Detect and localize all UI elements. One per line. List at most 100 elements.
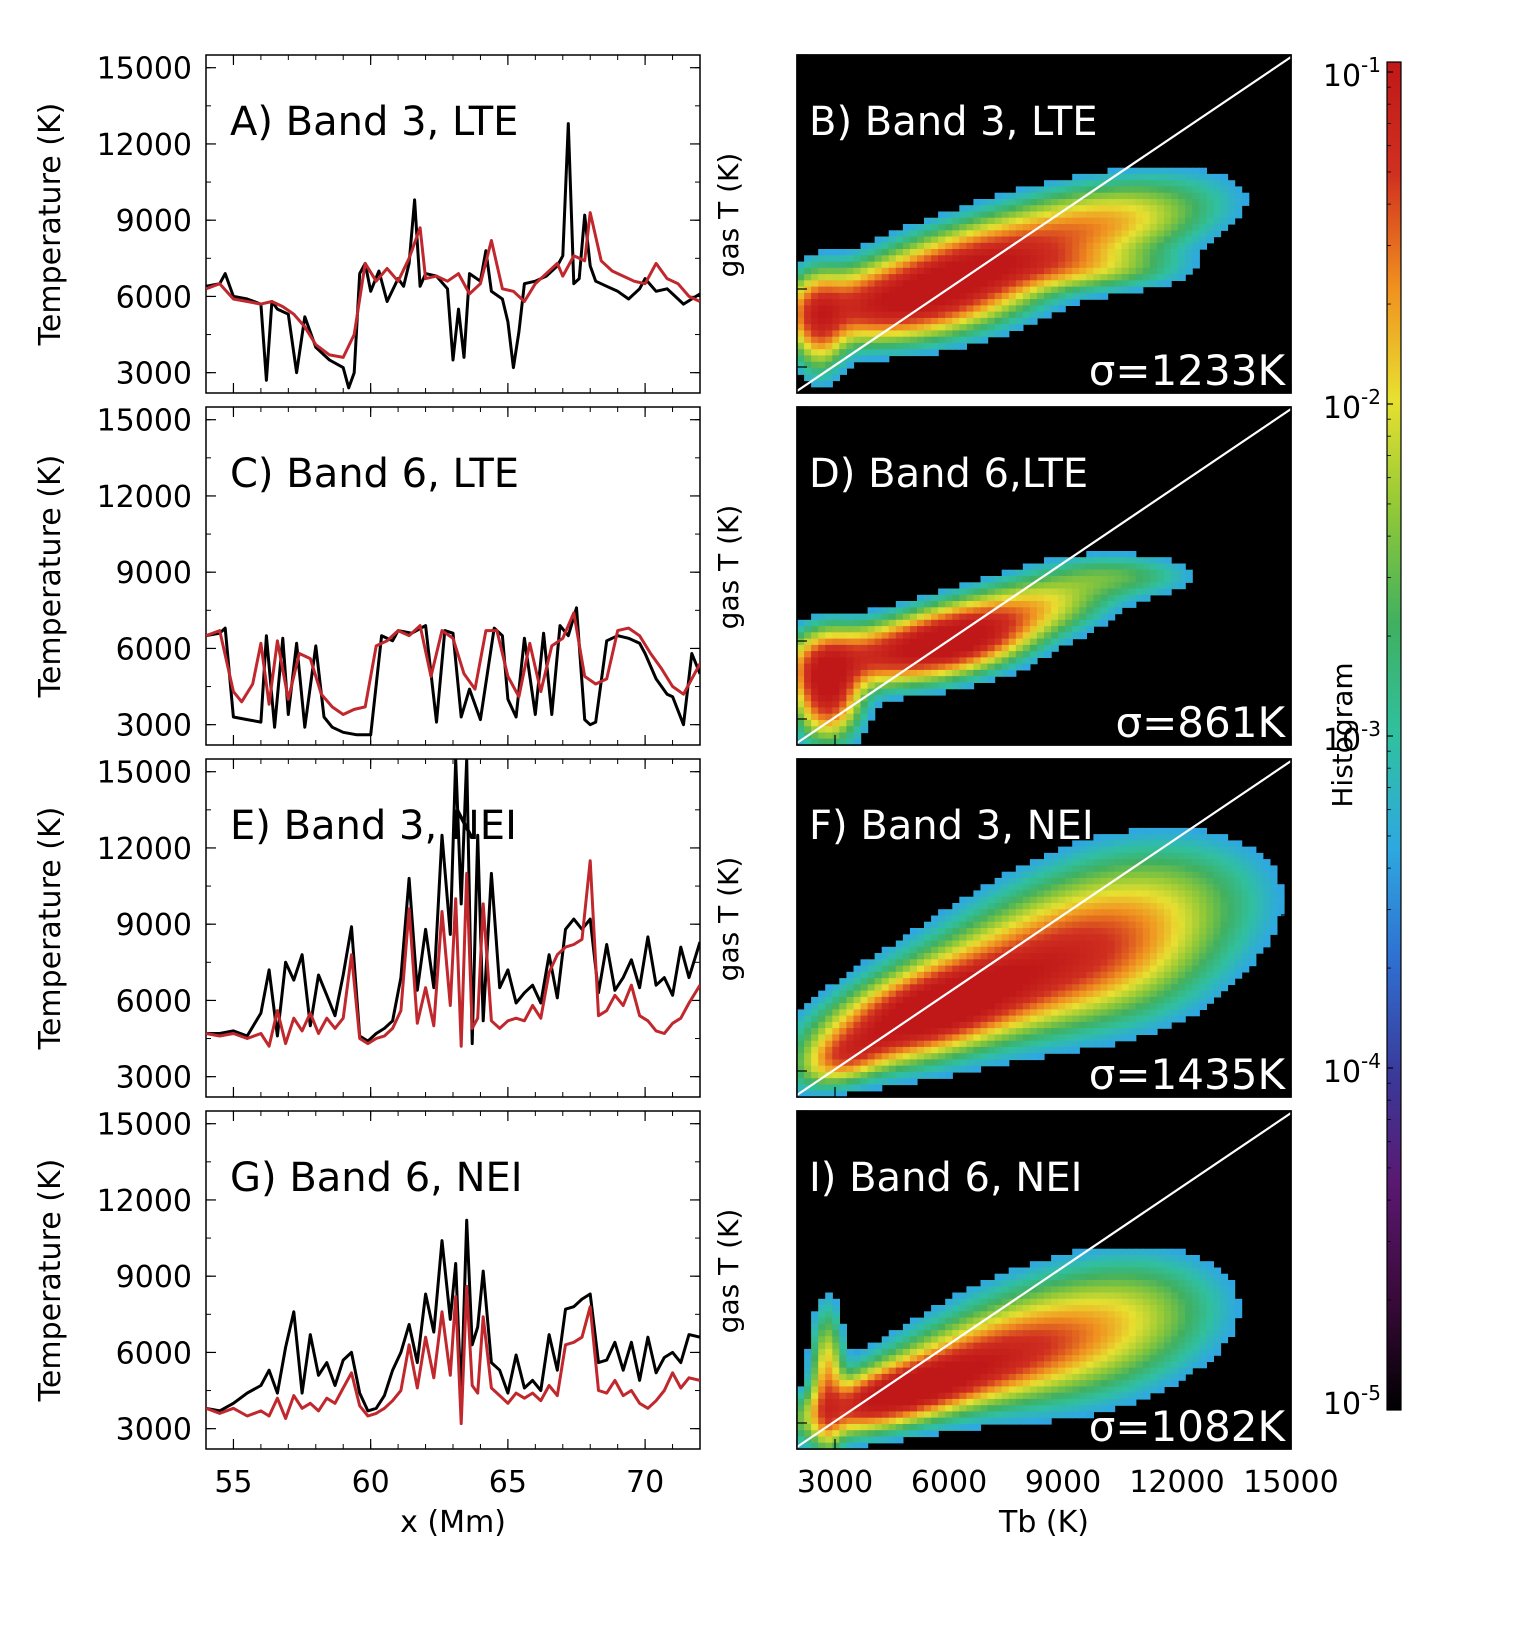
- heatmap-cell: [994, 199, 1003, 206]
- heatmap-cell: [1022, 1398, 1031, 1406]
- heatmap-cell: [1107, 274, 1116, 281]
- series-line-tb: [206, 1284, 700, 1426]
- heatmap-cell: [945, 1386, 953, 1394]
- heatmap-cell: [825, 1417, 833, 1425]
- heatmap-cell: [853, 632, 862, 640]
- heatmap-cell: [1213, 186, 1222, 194]
- heatmap-cell: [1114, 978, 1123, 985]
- heatmap-cell: [1149, 946, 1158, 954]
- heatmap-cell: [818, 626, 826, 633]
- heatmap-cell: [1121, 953, 1130, 960]
- heatmap-cell: [1086, 224, 1094, 231]
- heatmap-cell: [818, 619, 826, 627]
- heatmap-cell: [895, 305, 904, 313]
- heatmap-cell: [1255, 884, 1264, 892]
- heatmap-cell: [917, 990, 925, 998]
- heatmap-cell: [1156, 224, 1165, 231]
- heatmap-cell: [1171, 173, 1179, 181]
- heatmap-cell: [952, 324, 960, 331]
- heatmap-cell: [1058, 286, 1066, 294]
- heatmap-cell: [1044, 261, 1052, 269]
- heatmap-cell: [1206, 934, 1214, 942]
- heatmap-cell: [1058, 996, 1066, 1004]
- heatmap-cell: [1093, 582, 1102, 590]
- heatmap-cell: [839, 1430, 847, 1438]
- heatmap-cell: [924, 607, 932, 615]
- heatmap-cell: [966, 261, 975, 269]
- heatmap-cell: [797, 342, 805, 350]
- heatmap-cell: [1248, 946, 1257, 954]
- heatmap-cell: [980, 626, 989, 633]
- heatmap-cell: [1008, 1342, 1017, 1350]
- heatmap-cell: [1185, 217, 1193, 225]
- heatmap-cell: [1022, 1292, 1031, 1300]
- heatmap-cell: [1135, 557, 1144, 565]
- heatmap-cell: [1262, 928, 1271, 935]
- heatmap-cell: [832, 613, 840, 621]
- heatmap-cell: [804, 1424, 812, 1431]
- heatmap-cell: [1149, 180, 1158, 188]
- heatmap-cell: [931, 1367, 939, 1375]
- heatmap-cell: [966, 984, 975, 992]
- heatmap-cell: [1044, 1003, 1052, 1010]
- heatmap-cell: [994, 903, 1003, 910]
- heatmap-cell: [902, 996, 911, 1004]
- heatmap-cell: [1178, 224, 1186, 231]
- heatmap-cell: [917, 224, 925, 231]
- heatmap-cell: [818, 1034, 826, 1042]
- heatmap-cell: [1086, 959, 1094, 967]
- heatmap-cell: [1199, 205, 1207, 213]
- heatmap-cell: [987, 638, 996, 646]
- heatmap-cell: [1149, 274, 1158, 281]
- heatmap-cell: [860, 984, 869, 992]
- y-tick-label: 9000: [116, 1260, 192, 1295]
- heatmap-cell: [1079, 619, 1087, 627]
- heatmap-cell: [959, 909, 967, 917]
- heatmap-cell: [1001, 1292, 1010, 1300]
- heatmap-cell: [1192, 959, 1200, 967]
- heatmap-cell: [973, 1348, 982, 1356]
- heatmap-cell: [1100, 852, 1109, 860]
- heatmap-cell: [811, 1065, 819, 1073]
- heatmap-cell: [1128, 199, 1137, 206]
- heatmap-cell: [1044, 199, 1052, 206]
- heatmap-cell: [1001, 1286, 1010, 1294]
- heatmap-cell: [917, 663, 925, 671]
- heatmap-cell: [917, 255, 925, 263]
- heatmap-cell: [867, 1065, 876, 1073]
- heatmap-cell: [945, 1367, 953, 1375]
- heatmap-cell: [825, 342, 833, 350]
- heatmap-cell: [1107, 971, 1116, 979]
- heatmap-cell: [1114, 934, 1123, 942]
- heatmap-cell: [860, 726, 869, 734]
- heatmap-cell: [1051, 607, 1059, 615]
- heatmap-cell: [1079, 607, 1087, 615]
- heatmap-cell: [811, 1398, 819, 1406]
- heatmap-cell: [1248, 871, 1257, 879]
- heatmap-cell: [966, 224, 975, 231]
- heatmap-cell: [1036, 1298, 1045, 1306]
- heatmap-cell: [973, 663, 982, 671]
- heatmap-cell: [832, 732, 840, 740]
- heatmap-cell: [966, 669, 975, 677]
- heatmap-cell: [938, 607, 946, 615]
- heatmap-cell: [1029, 230, 1038, 238]
- heatmap-cell: [1036, 211, 1045, 219]
- heatmap-cell: [1114, 594, 1123, 602]
- heatmap-cell: [945, 1317, 953, 1325]
- heatmap-cell: [1107, 192, 1116, 200]
- heatmap-cell: [888, 336, 897, 344]
- heatmap-cell: [994, 236, 1003, 244]
- heatmap-cell: [874, 1059, 883, 1067]
- heatmap-cell: [1015, 619, 1024, 627]
- heatmap-cell: [938, 990, 946, 998]
- heatmap-cell: [1149, 890, 1158, 898]
- heatmap-cell: [1065, 846, 1073, 854]
- heatmap-cell: [895, 311, 904, 319]
- heatmap-cell: [959, 594, 967, 602]
- heatmap-cell: [1178, 909, 1186, 917]
- heatmap-cell: [1241, 192, 1250, 200]
- heatmap-cell: [1171, 871, 1179, 879]
